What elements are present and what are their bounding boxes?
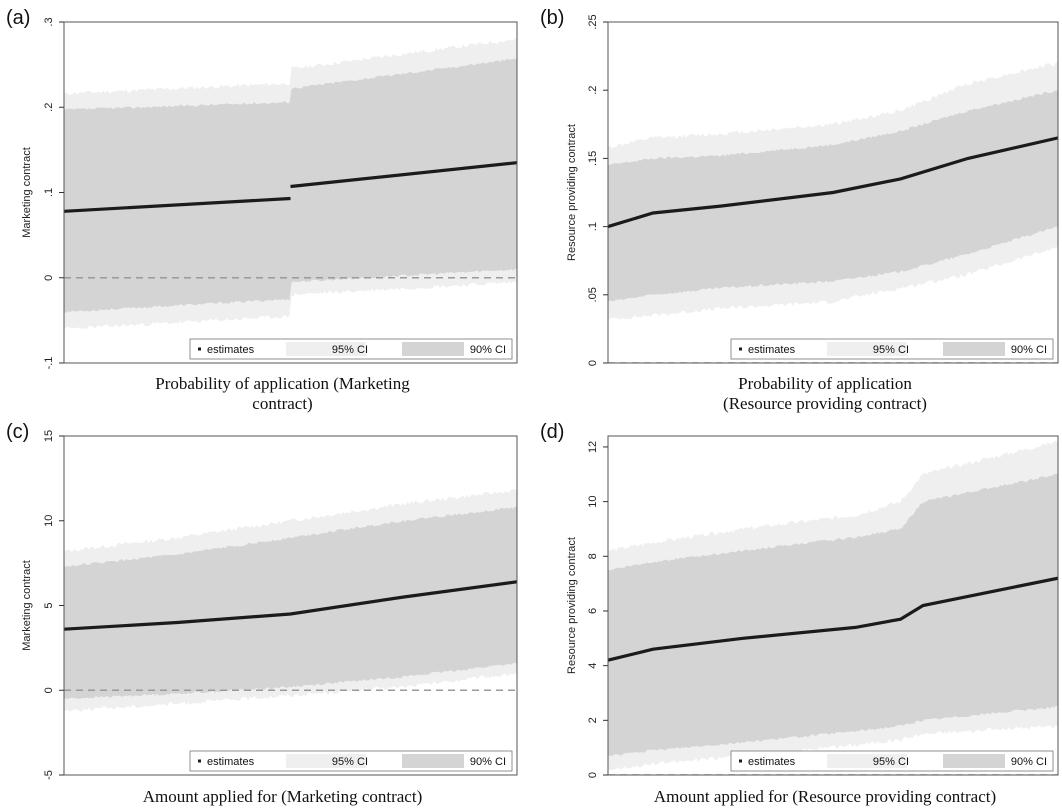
- legend-ci95-label: 95% CI: [332, 756, 368, 768]
- legend-ci90-label: 90% CI: [1011, 344, 1047, 356]
- panel-label: (c): [6, 421, 29, 443]
- y-tick-label: .2: [43, 103, 55, 112]
- legend-ci95-swatch: [827, 342, 907, 356]
- legend-ci95-swatch: [286, 342, 366, 356]
- plot-area: [608, 440, 1058, 775]
- chart-panel-b: 0 .05 .1 .15 .2 .25 Resource providing contrac…: [540, 7, 1059, 413]
- estimates-line: [608, 136, 1058, 229]
- y-tick-label: .3: [43, 17, 55, 26]
- panel-caption: Probability of application (Marketing: [155, 374, 410, 393]
- legend-estimates-marker: [739, 347, 742, 351]
- legend-estimates-marker: [739, 759, 742, 763]
- y-tick-label: 0: [587, 360, 599, 366]
- chart-panel-a: -.1 0 .1 .2 .3 Marketing contract (a) Probabili…: [6, 7, 518, 413]
- legend-ci95-label: 95% CI: [873, 344, 909, 356]
- legend-ci90-label: 90% CI: [470, 756, 506, 768]
- panel-label: (b): [540, 7, 564, 29]
- legend-ci90-swatch: [402, 754, 464, 768]
- chart-panel-c: -5 0 5 10 15 Marketing contract (c) Amount appl…: [6, 421, 518, 806]
- y-tick-label: 5: [43, 602, 55, 608]
- y-axis-label: Resource providing contract: [566, 537, 578, 674]
- y-tick-label: -5: [43, 770, 55, 780]
- legend-estimates-label: estimates: [748, 756, 796, 768]
- y-tick-label: 8: [587, 553, 599, 559]
- y-tick-label: 0: [43, 275, 55, 281]
- legend-ci95-label: 95% CI: [332, 344, 368, 356]
- y-tick-label: .1: [43, 188, 55, 197]
- legend-estimates-label: estimates: [207, 756, 255, 768]
- y-tick-label: .2: [587, 86, 599, 95]
- legend-ci90-label: 90% CI: [1011, 756, 1047, 768]
- y-tick-label: 2: [587, 717, 599, 723]
- ci90-band: [64, 506, 517, 699]
- estimates-line: [608, 576, 1058, 662]
- panel-label: (d): [540, 421, 564, 443]
- legend-ci95-label: 95% CI: [873, 756, 909, 768]
- legend-estimates-marker: [198, 347, 201, 351]
- legend: estimates 95% CI 90% CI: [730, 338, 1054, 360]
- ci90-band: [608, 90, 1058, 303]
- legend: estimates 95% CI 90% CI: [189, 750, 513, 772]
- ci90-band: [608, 473, 1058, 757]
- y-tick-label: .25: [587, 14, 599, 29]
- legend: estimates 95% CI 90% CI: [730, 750, 1054, 772]
- y-tick-label: 10: [587, 495, 599, 507]
- y-tick-label: 10: [43, 515, 55, 527]
- legend-ci90-swatch: [943, 754, 1005, 768]
- plot-area: [64, 489, 517, 712]
- y-tick-label: .1: [587, 222, 599, 231]
- plot-frame: [607, 21, 1059, 364]
- y-tick-label: .05: [587, 287, 599, 302]
- plot-frame: [607, 435, 1059, 776]
- panel-caption: (Resource providing contract): [723, 394, 927, 413]
- y-tick-label: 0: [587, 772, 599, 778]
- panel-caption: Amount applied for (Resource providing c…: [654, 787, 996, 806]
- legend-ci95-swatch: [827, 754, 907, 768]
- chart-panel-d: 0 2 4 6 8 10 12 Resource providing contract (d) A…: [540, 421, 1059, 806]
- y-axis-label: Resource providing contract: [566, 124, 578, 261]
- plot-area: [608, 62, 1058, 363]
- legend-ci95-swatch: [286, 754, 366, 768]
- y-tick-label: .15: [587, 151, 599, 166]
- plot-area: [64, 38, 517, 331]
- y-axis-label: Marketing contract: [21, 147, 33, 237]
- legend: estimates 95% CI 90% CI: [189, 338, 513, 360]
- panel-caption: contract): [252, 394, 312, 413]
- estimates-line: [64, 161, 517, 213]
- y-tick-label: 15: [43, 430, 55, 442]
- panel-caption: Probability of application: [738, 374, 912, 393]
- y-axis-label: Marketing contract: [21, 560, 33, 650]
- panel-label: (a): [6, 7, 30, 29]
- estimates-line: [64, 580, 517, 631]
- legend-estimates-label: estimates: [207, 344, 255, 356]
- legend-ci90-swatch: [943, 342, 1005, 356]
- legend-estimates-marker: [198, 759, 201, 763]
- legend-estimates-label: estimates: [748, 344, 796, 356]
- y-tick-label: -.1: [43, 357, 55, 370]
- y-tick-label: 12: [587, 441, 599, 453]
- legend-ci90-label: 90% CI: [470, 344, 506, 356]
- y-tick-label: 4: [587, 663, 599, 669]
- panel-caption: Amount applied for (Marketing contract): [143, 787, 422, 806]
- y-tick-label: 6: [587, 608, 599, 614]
- legend-ci90-swatch: [402, 342, 464, 356]
- y-tick-label: 0: [43, 687, 55, 693]
